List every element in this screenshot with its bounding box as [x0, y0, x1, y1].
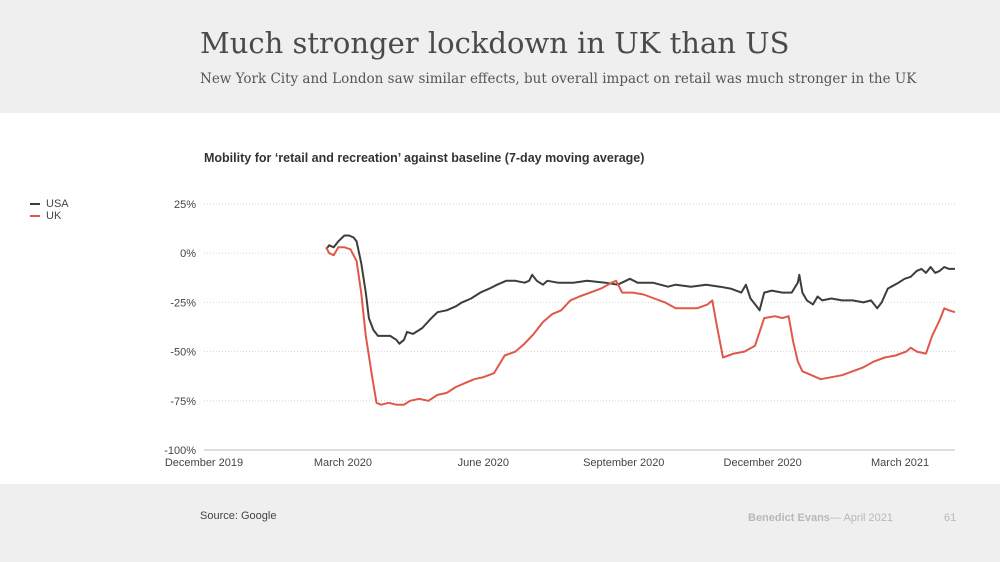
x-tick-label: September 2020 [583, 457, 664, 469]
x-tick-label: June 2020 [458, 457, 509, 469]
footer-band [0, 484, 1000, 562]
series-line-usa [325, 234, 955, 345]
y-tick-label: -25% [170, 297, 196, 309]
y-tick-label: -100% [164, 445, 196, 457]
publication-date: — April 2021 [830, 512, 893, 524]
x-tick-label: March 2021 [871, 457, 929, 469]
legend-label-uk: UK [46, 210, 62, 222]
y-tick-label: 25% [174, 199, 196, 211]
legend-item-usa: USA [30, 198, 69, 210]
page-number: 61 [944, 512, 957, 524]
x-tick-label: December 2019 [165, 457, 243, 469]
x-tick-label: March 2020 [314, 457, 372, 469]
y-tick-label: -50% [170, 347, 196, 359]
header-band [0, 0, 1000, 113]
legend-swatch-usa [30, 203, 40, 205]
chart-legend: USA UK [30, 198, 69, 222]
legend-label-usa: USA [46, 198, 69, 210]
x-tick-label: December 2020 [724, 457, 802, 469]
legend-swatch-uk [30, 215, 40, 217]
author-name: Benedict Evans [748, 512, 830, 524]
y-tick-label: -75% [170, 396, 196, 408]
y-tick-label: 0% [180, 248, 196, 260]
source-note: Source: Google [200, 510, 277, 522]
slide-subtitle: New York City and London saw similar eff… [200, 71, 917, 87]
series-line-uk [325, 246, 956, 406]
chart-title: Mobility for ‘retail and recreation’ aga… [204, 151, 645, 165]
legend-item-uk: UK [30, 210, 69, 222]
slide-title: Much stronger lockdown in UK than US [200, 26, 790, 60]
